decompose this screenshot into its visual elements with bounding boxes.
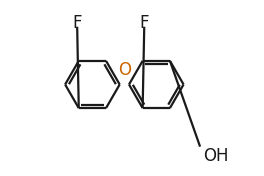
Text: F: F — [72, 14, 82, 32]
Text: F: F — [140, 14, 149, 32]
Text: O: O — [118, 61, 131, 78]
Text: OH: OH — [203, 147, 229, 165]
